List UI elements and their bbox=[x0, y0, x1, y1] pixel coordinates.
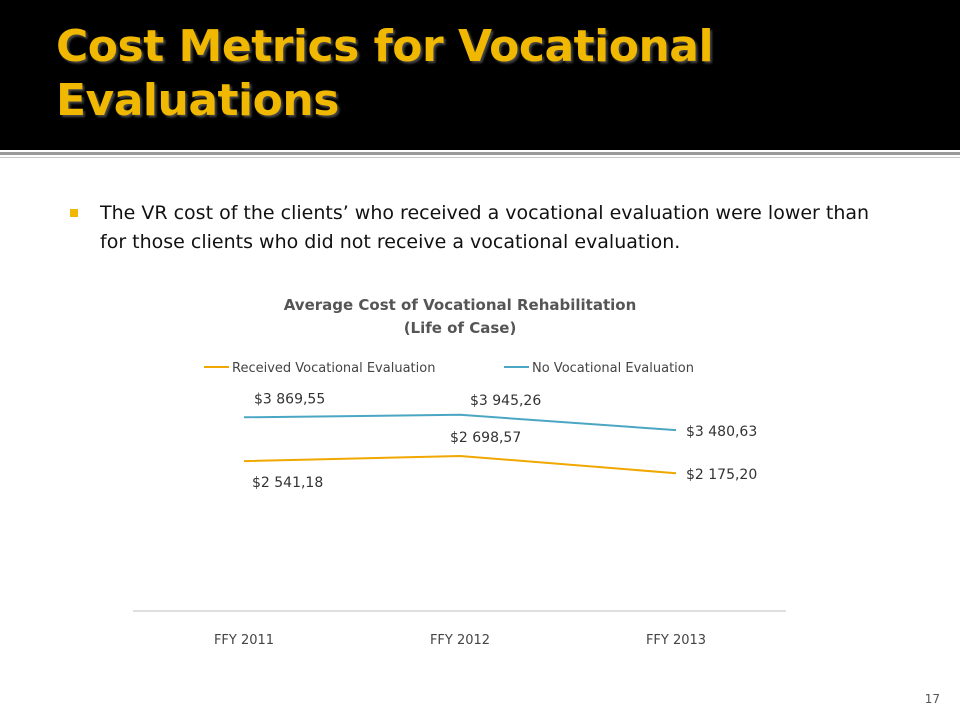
x-tick-label: FFY 2011 bbox=[214, 633, 274, 648]
data-label: $3 869,55 bbox=[254, 391, 325, 407]
title-bar bbox=[0, 0, 960, 150]
chart-legend: Received Vocational Evaluation No Vocatio… bbox=[204, 361, 694, 376]
plot-area: $2 541,18 $2 698,57 $2 175,20 $3 869,55 $3 9… bbox=[243, 391, 757, 491]
title-divider-thin bbox=[0, 157, 960, 158]
page-number: 17 bbox=[924, 692, 940, 706]
series-line bbox=[243, 413, 677, 432]
chart-title-line2: (Life of Case) bbox=[404, 319, 517, 337]
x-axis-ticks: FFY 2011 FFY 2012 FFY 2013 bbox=[214, 633, 706, 648]
bullet-square-icon bbox=[70, 209, 78, 217]
data-label: $2 175,20 bbox=[686, 467, 757, 483]
data-label: $2 698,57 bbox=[450, 430, 521, 446]
bullet-text: The VR cost of the clients’ who received… bbox=[100, 202, 870, 253]
series-line bbox=[243, 454, 677, 475]
slide-title-line1: Cost Metrics for Vocational bbox=[56, 21, 714, 72]
data-label: $3 480,63 bbox=[686, 424, 757, 440]
data-label: $2 541,18 bbox=[252, 475, 323, 491]
data-label: $3 945,26 bbox=[470, 393, 541, 409]
x-tick-label: FFY 2013 bbox=[646, 633, 706, 648]
legend-label: Received Vocational Evaluation bbox=[232, 361, 435, 376]
legend-label: No Vocational Evaluation bbox=[532, 361, 694, 376]
x-tick-label: FFY 2012 bbox=[430, 633, 490, 648]
title-divider bbox=[0, 152, 960, 155]
slide-title-line2: Evaluations bbox=[56, 75, 339, 126]
slide-title: Cost Metrics for Vocational Evaluations bbox=[56, 20, 916, 128]
chart-title-line1: Average Cost of Vocational Rehabilitatio… bbox=[284, 296, 637, 314]
